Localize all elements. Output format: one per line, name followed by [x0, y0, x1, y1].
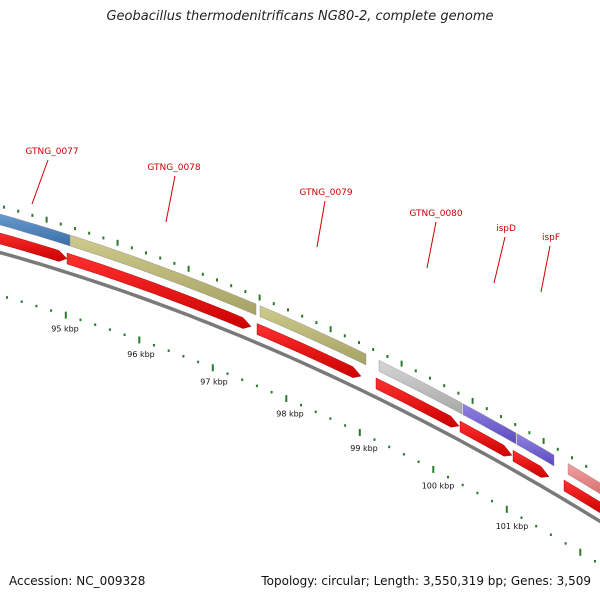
gene-label-leader [316, 200, 326, 248]
cds-arrow [563, 479, 600, 514]
scale-label: 101 kbp [496, 522, 529, 531]
scale-tick-marks [6, 296, 596, 563]
gene-label: ispD [496, 224, 516, 234]
cds-arrow [512, 449, 550, 478]
cds-arrow [0, 232, 68, 262]
scale-label: 99 kbp [350, 444, 378, 453]
feature-block-next [567, 463, 600, 495]
feature-block-ispf [516, 433, 555, 467]
feature-block-gtng-0080 [378, 359, 463, 415]
cds-arrow [66, 252, 252, 329]
feature-block-gtng-0078 [69, 234, 257, 316]
cds-arrow [459, 420, 513, 457]
gene-label-leader [540, 245, 551, 293]
scale-label: 97 kbp [200, 378, 228, 387]
gene-label-leader [493, 236, 506, 284]
gene-labels: GTNG_0077 GTNG_0078 GTNG_0079 GTNG_0080 ispD… [25, 147, 560, 293]
gene-label: ispF [542, 233, 560, 243]
cds-arrow [375, 377, 460, 428]
genome-summary: Topology: circular; Length: 3,550,319 bp… [261, 574, 591, 588]
gene-label: GTNG_0079 [299, 188, 353, 198]
gene-label: GTNG_0077 [25, 147, 78, 157]
outer-tick-marks [3, 205, 588, 468]
feature-track [0, 213, 600, 495]
scale-label: 95 kbp [51, 324, 79, 333]
cds-arrow-track [0, 232, 600, 514]
map-title: Geobacillus thermodenitrificans NG80-2, … [106, 9, 494, 24]
backbone-track [0, 250, 600, 524]
cds-arrow [256, 323, 362, 378]
scale-label: 96 kbp [127, 350, 155, 359]
scale-label: 98 kbp [276, 410, 304, 419]
feature-block-ispd [462, 403, 517, 445]
backbone-line [0, 250, 600, 524]
feature-block-gtng-0079 [259, 305, 367, 366]
accession-label: Accession: NC_009328 [9, 574, 146, 588]
gene-label-leader [426, 221, 437, 269]
gene-label-leader [165, 175, 176, 223]
gene-label: GTNG_0080 [409, 209, 463, 219]
scale-labels: 95 kbp 96 kbp 97 kbp 98 kbp 99 kbp 100 kbp 101… [51, 324, 528, 530]
scale-label: 100 kbp [422, 481, 455, 490]
gene-label: GTNG_0078 [147, 163, 201, 173]
gene-label-leader [31, 159, 49, 205]
